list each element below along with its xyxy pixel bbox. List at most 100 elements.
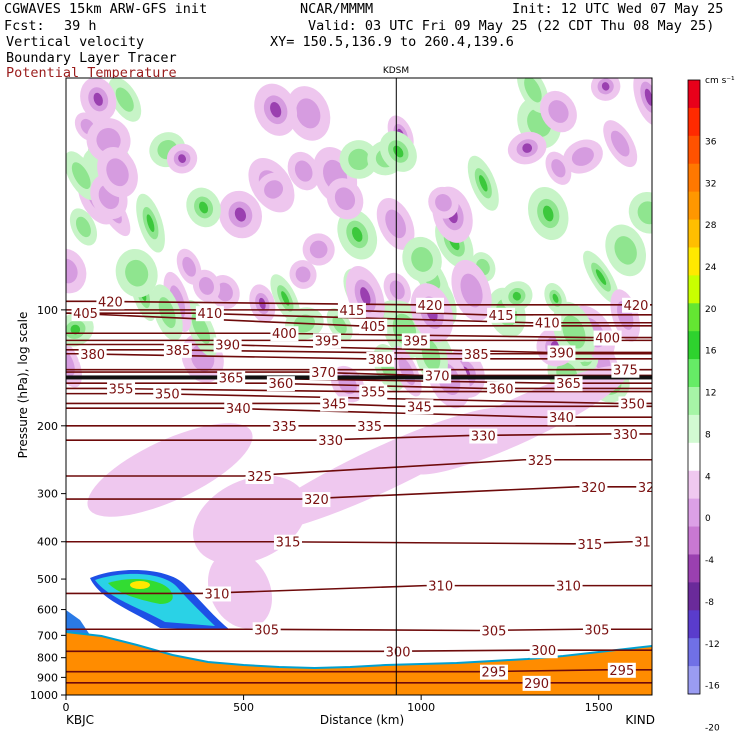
y-axis-title: Pressure (hPa), log scale <box>16 312 30 459</box>
colorbar-tick-label: 32 <box>705 179 716 189</box>
y-axis: 100 200 300 400 500 600 700 800 900 1000 <box>30 304 66 702</box>
downdraft-peak <box>178 154 186 163</box>
theta-label: 400 <box>595 332 620 347</box>
theta-label: 355 <box>109 382 134 397</box>
theta-label: 365 <box>219 372 244 387</box>
theta-label: 295 <box>609 664 634 679</box>
theta-label: 420 <box>418 299 443 314</box>
downdraft-core <box>571 147 594 166</box>
field-boundary-layer-tracer: Boundary Layer Tracer <box>6 50 177 66</box>
updraft-core <box>524 78 542 103</box>
theta-label-bg <box>405 399 434 415</box>
downdraft-core <box>610 130 630 157</box>
theta-label: 385 <box>464 348 489 363</box>
field-vertical-velocity: Vertical velocity <box>6 34 145 50</box>
downdraft-core <box>309 240 328 259</box>
downdraft-peak <box>360 287 371 306</box>
x-axis-title: Distance (km) <box>320 713 404 727</box>
colorbar-tick-label: 16 <box>705 347 717 357</box>
colorbar-tick-label: 36 <box>705 137 717 147</box>
right-station-label: KIND <box>625 713 655 727</box>
colorbar-swatch <box>688 331 700 360</box>
theta-contour-410 <box>66 312 652 324</box>
theta-label-bg <box>636 479 652 495</box>
x-tick-label: 500 <box>233 701 254 714</box>
theta-label-bg <box>195 306 224 322</box>
terrain-edge <box>66 631 652 670</box>
theta-label: 310 <box>205 587 230 602</box>
theta-label-bg <box>245 469 274 485</box>
theta-label: 330 <box>471 430 496 445</box>
colorbar-swatch <box>688 163 700 193</box>
colorbar-swatch <box>688 582 700 611</box>
theta-label-bg <box>163 342 192 358</box>
theta-label: 295 <box>482 666 507 681</box>
downdraft-core <box>385 209 406 239</box>
theta-label: 305 <box>254 623 279 638</box>
theta-label-bg <box>632 534 652 550</box>
theta-label: 405 <box>73 307 98 322</box>
theta-label: 340 <box>549 411 574 426</box>
theta-label-bg <box>547 345 576 361</box>
theta-label: 385 <box>165 344 190 359</box>
field-potential-temperature: Potential Temperature <box>6 65 177 81</box>
colorbar-swatch <box>688 442 700 472</box>
theta-label-bg <box>359 318 388 334</box>
theta-label-bg <box>355 418 384 434</box>
x-tick-label: 1000 <box>407 701 435 714</box>
colorbar-swatch <box>688 303 700 332</box>
theta-label-bg <box>78 346 107 362</box>
theta-label-bg <box>96 294 125 310</box>
theta-label-bg <box>547 410 576 426</box>
theta-label: 345 <box>322 397 347 412</box>
theta-label: 365 <box>556 377 581 392</box>
colorbar-tick-label: -12 <box>705 640 720 650</box>
colorbar-swatch <box>688 610 700 639</box>
downdraft-core <box>198 277 214 295</box>
theta-label-bg <box>487 307 516 323</box>
updraft-core <box>637 201 652 225</box>
theta-label: 390 <box>549 346 574 361</box>
theta-label: 395 <box>315 334 340 349</box>
theta-label: 415 <box>340 304 365 319</box>
theta-label-bg <box>266 376 295 392</box>
colorbar-swatch <box>688 107 700 137</box>
tracer-peak <box>130 581 150 589</box>
theta-label: 370 <box>425 369 450 384</box>
tracer-inner <box>108 578 173 604</box>
theta-label-bg <box>611 362 640 378</box>
theta-label-bg <box>554 376 583 392</box>
theta-label: 380 <box>368 353 393 368</box>
left-station-label: KBJC <box>66 713 94 727</box>
colorbar-frame <box>687 79 701 695</box>
theta-label-bg <box>309 365 338 381</box>
theta-label-bg <box>71 306 100 322</box>
downdraft-peak <box>234 207 246 222</box>
colorbar-swatch <box>688 135 700 165</box>
colorbar-swatch <box>688 666 700 695</box>
theta-label-bg <box>359 384 388 400</box>
colorbar-swatch <box>688 247 700 276</box>
theta-label-bg <box>593 330 622 346</box>
theta-label: 310 <box>556 580 581 595</box>
theta-label-bg <box>522 675 551 691</box>
theta-label-bg <box>302 492 331 508</box>
theta-label-bg <box>575 536 604 552</box>
theta-label-bg <box>426 578 455 594</box>
theta-label: 350 <box>155 388 180 403</box>
theta-label: 330 <box>318 434 343 449</box>
theta-label-bg <box>384 644 413 660</box>
theta-label-bg <box>582 622 611 638</box>
theta-label-bg <box>554 578 583 594</box>
theta-label: 370 <box>311 366 336 381</box>
theta-label-bg <box>469 428 498 444</box>
x-tick-label: 0 <box>63 701 70 714</box>
colorbar-swatch <box>688 470 700 500</box>
theta-label-bg <box>479 664 508 680</box>
theta-label: 300 <box>531 644 556 659</box>
theta-label: 395 <box>403 334 428 349</box>
downdraft-core <box>66 258 78 284</box>
downdraft-peak <box>270 102 282 118</box>
theta-label: 320 <box>581 481 606 496</box>
